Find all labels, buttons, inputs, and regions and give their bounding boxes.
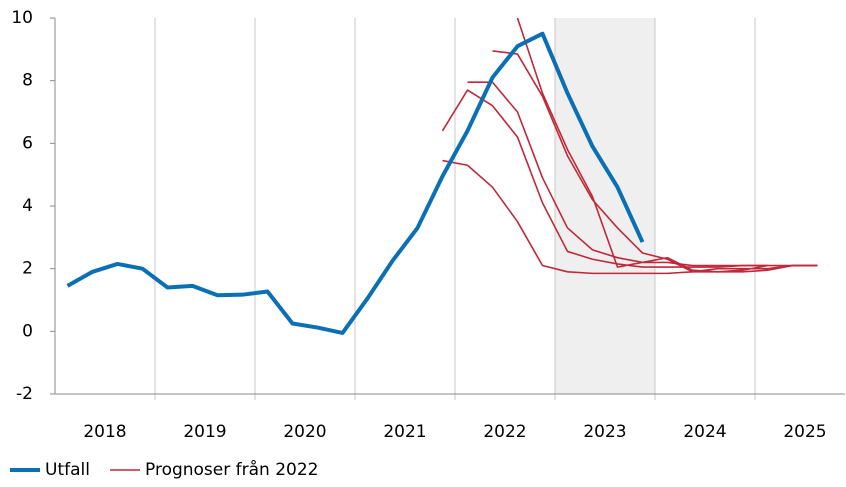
x-tick-label: 2023 xyxy=(583,422,626,442)
forecast-line xyxy=(492,50,818,273)
y-tick-label: 6 xyxy=(22,133,33,153)
forecast-line xyxy=(516,17,818,273)
x-tick-label: 2025 xyxy=(783,422,826,442)
series-line xyxy=(66,31,645,335)
y-tick-label: -2 xyxy=(16,384,33,404)
x-tick-label: 2022 xyxy=(483,422,526,442)
legend-label: Utfall xyxy=(45,460,90,480)
y-tick-label: 8 xyxy=(22,71,33,91)
x-tick-label: 2018 xyxy=(83,422,126,442)
legend-label: Prognoser från 2022 xyxy=(145,459,318,480)
x-tick-label: 2024 xyxy=(683,422,726,442)
shaded-period xyxy=(555,18,655,394)
forecast-line xyxy=(441,89,768,268)
y-tick-label: 2 xyxy=(22,259,33,279)
y-tick-label: 4 xyxy=(22,196,33,216)
y-tick-label: 10 xyxy=(11,8,33,28)
y-tick-label: 0 xyxy=(22,321,33,341)
x-tick-label: 2021 xyxy=(383,422,426,442)
x-tick-label: 2019 xyxy=(183,422,226,442)
x-tick-label: 2020 xyxy=(283,422,326,442)
plot-lines xyxy=(66,17,818,335)
